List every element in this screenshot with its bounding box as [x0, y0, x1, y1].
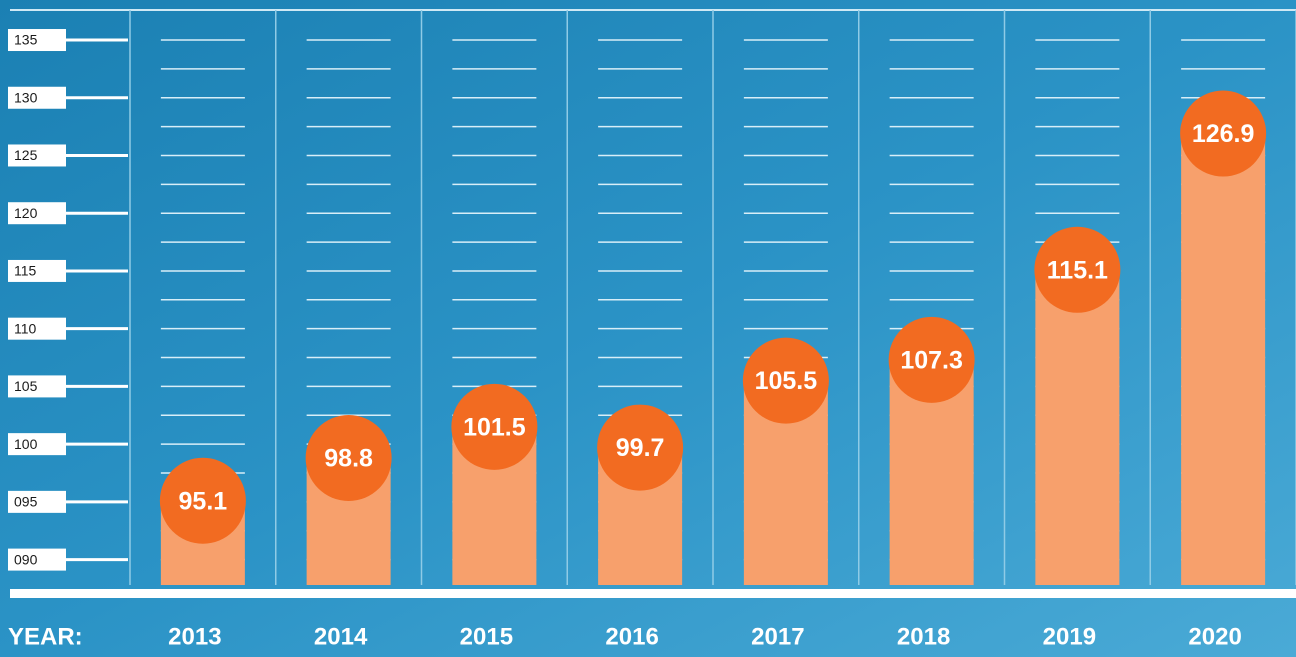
x-tick-label: 2018: [897, 623, 950, 650]
value-label: 101.5: [463, 413, 526, 441]
baseline-bar: [10, 589, 1296, 598]
y-tick-label: 105: [14, 378, 38, 394]
bar: [1181, 134, 1265, 585]
y-tick-label: 100: [14, 436, 38, 452]
x-tick-label: 2013: [168, 623, 221, 650]
value-label: 98.8: [324, 445, 373, 473]
x-tick-label: 2020: [1188, 623, 1241, 650]
x-tick-label: 2015: [460, 623, 513, 650]
value-label: 107.3: [900, 346, 963, 374]
y-tick-label: 095: [14, 494, 38, 510]
y-tick-label: 115: [14, 263, 37, 279]
x-tick-label: 2017: [751, 623, 804, 650]
y-tick-label: 135: [14, 32, 38, 48]
x-tick-label: 2019: [1043, 623, 1096, 650]
x-axis-label: YEAR:: [8, 623, 83, 650]
value-label: 105.5: [755, 367, 818, 395]
value-label: 126.9: [1192, 120, 1255, 148]
y-tick-label: 125: [14, 147, 38, 163]
chart: YEAR: 090 095 100 105 110 115 120 125 130 135 95.1…: [0, 0, 1296, 657]
value-label: 115.1: [1047, 256, 1108, 284]
y-tick-label: 090: [14, 551, 38, 567]
value-label: 99.7: [616, 434, 665, 462]
x-tick-label: 2014: [314, 623, 368, 650]
value-label: 95.1: [179, 487, 228, 515]
x-tick-label: 2016: [605, 623, 658, 650]
bar: [1035, 270, 1119, 585]
y-tick-label: 130: [14, 89, 38, 105]
y-tick-label: 120: [14, 205, 38, 221]
y-tick-label: 110: [14, 320, 37, 336]
